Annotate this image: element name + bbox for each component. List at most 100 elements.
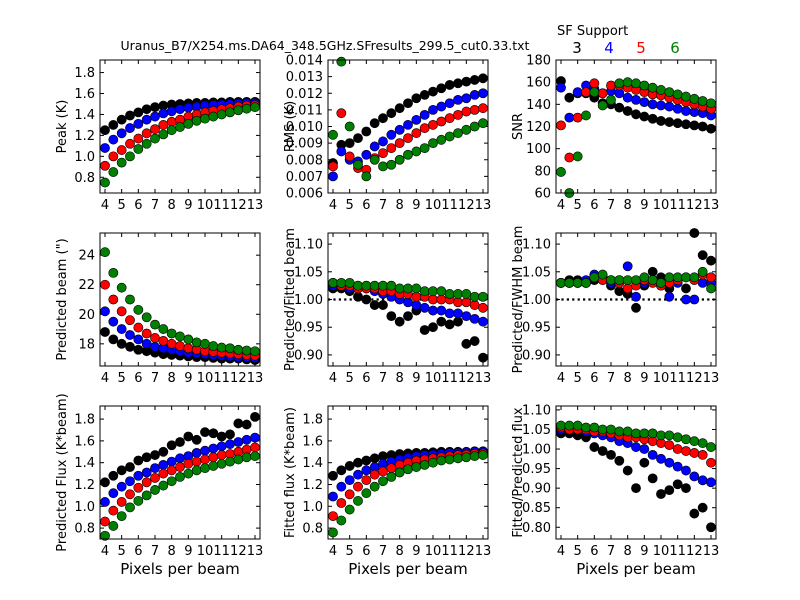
y-tick-label: 0.008 xyxy=(286,153,323,168)
data-point-3 xyxy=(461,76,472,87)
x-tick-label: 8 xyxy=(396,371,404,386)
data-point-5 xyxy=(436,116,447,127)
data-point-4 xyxy=(191,447,202,458)
axes-frame xyxy=(555,405,717,540)
data-point-3 xyxy=(133,107,144,118)
data-point-5 xyxy=(411,291,422,302)
data-point-6 xyxy=(369,280,380,291)
data-point-4 xyxy=(706,477,716,488)
data-point-4 xyxy=(125,476,135,487)
x-tick-label: 4 xyxy=(101,198,109,213)
data-point-6 xyxy=(336,515,347,526)
data-point-3 xyxy=(403,311,413,322)
data-point-3 xyxy=(141,104,152,115)
data-point-3 xyxy=(403,98,413,109)
y-tick-label: 1.00 xyxy=(522,443,551,458)
data-point-3 xyxy=(125,110,135,121)
data-point-6 xyxy=(141,312,152,323)
data-point-3 xyxy=(250,411,260,422)
data-point-5 xyxy=(672,444,683,454)
data-point-5 xyxy=(469,300,480,310)
x-tick-label: 13 xyxy=(247,544,264,559)
data-point-3 xyxy=(353,457,363,468)
data-point-4 xyxy=(150,111,160,122)
data-point-4 xyxy=(150,341,160,352)
data-point-6 xyxy=(469,121,480,132)
data-point-4 xyxy=(419,302,430,313)
data-point-5 xyxy=(436,294,447,305)
x-tick-label: 7 xyxy=(379,198,387,213)
data-point-6 xyxy=(606,275,616,285)
data-point-6 xyxy=(200,113,210,124)
x-tick-label: 13 xyxy=(475,371,492,386)
data-point-4 xyxy=(141,338,152,349)
data-point-4 xyxy=(681,465,691,476)
data-point-6 xyxy=(328,277,338,288)
panel-7: 0.8 1.0 1.2 1.4 1.6 1.8 4 5 6 7 8 9 10 11 12 13 Predicte… xyxy=(55,393,263,578)
data-point-6 xyxy=(656,430,666,441)
data-point-4 xyxy=(647,449,658,460)
data-point-6 xyxy=(697,438,708,449)
data-point-5 xyxy=(158,335,169,346)
data-point-6 xyxy=(672,272,683,283)
y-tick-label: 160 xyxy=(526,76,551,91)
data-point-3 xyxy=(125,341,135,352)
x-tick-label: 6 xyxy=(362,371,370,386)
data-point-6 xyxy=(461,452,472,463)
data-point-3 xyxy=(108,470,119,481)
x-tick-label: 13 xyxy=(703,544,720,559)
data-point-4 xyxy=(141,467,152,478)
data-point-6 xyxy=(631,78,641,89)
y-tick-label: 1.2 xyxy=(74,129,95,144)
data-point-4 xyxy=(241,434,252,445)
data-point-4 xyxy=(672,461,683,472)
data-point-6 xyxy=(564,420,575,431)
data-point-6 xyxy=(394,283,405,294)
y-tick-label: 1.8 xyxy=(302,413,323,428)
data-point-6 xyxy=(150,485,160,495)
data-point-6 xyxy=(556,277,566,288)
y-tick-label: 0.95 xyxy=(294,321,323,336)
data-point-3 xyxy=(664,485,675,495)
data-point-3 xyxy=(453,78,463,89)
data-point-5 xyxy=(681,446,691,456)
data-point-4 xyxy=(125,123,135,133)
data-point-5 xyxy=(100,279,110,290)
data-point-3 xyxy=(622,465,633,476)
data-point-6 xyxy=(183,334,194,345)
data-point-5 xyxy=(108,151,119,162)
data-point-6 xyxy=(166,125,177,136)
data-point-5 xyxy=(175,341,185,351)
y-tick-label: 1.0 xyxy=(302,500,323,515)
data-point-6 xyxy=(216,458,227,469)
data-point-6 xyxy=(100,177,110,188)
x-tick-label: 5 xyxy=(346,198,354,213)
data-point-3 xyxy=(614,455,625,466)
data-point-6 xyxy=(328,129,338,140)
x-tick-label: 12 xyxy=(230,371,247,386)
x-tick-label: 8 xyxy=(624,371,632,386)
data-point-6 xyxy=(116,511,127,522)
data-point-6 xyxy=(141,490,152,501)
x-tick-label: 6 xyxy=(590,198,598,213)
x-tick-label: 7 xyxy=(607,198,615,213)
data-point-6 xyxy=(200,463,210,474)
y-tick-label: 0.009 xyxy=(286,137,323,152)
data-point-6 xyxy=(125,502,135,513)
y-tick-label: 1.6 xyxy=(74,434,95,449)
data-point-6 xyxy=(116,157,127,168)
x-tick-label: 11 xyxy=(669,198,686,213)
data-point-5 xyxy=(378,148,388,158)
data-point-3 xyxy=(436,83,447,94)
x-tick-label: 5 xyxy=(346,371,354,386)
data-point-5 xyxy=(353,481,363,492)
y-tick-label: 1.05 xyxy=(522,265,551,280)
data-point-3 xyxy=(469,336,480,346)
data-point-6 xyxy=(133,495,144,506)
x-tick-label: 6 xyxy=(590,371,598,386)
data-point-3 xyxy=(639,111,650,122)
data-point-5 xyxy=(336,498,347,508)
y-tick-label: 22 xyxy=(78,278,95,293)
data-point-5 xyxy=(336,108,347,119)
data-point-6 xyxy=(597,424,608,435)
